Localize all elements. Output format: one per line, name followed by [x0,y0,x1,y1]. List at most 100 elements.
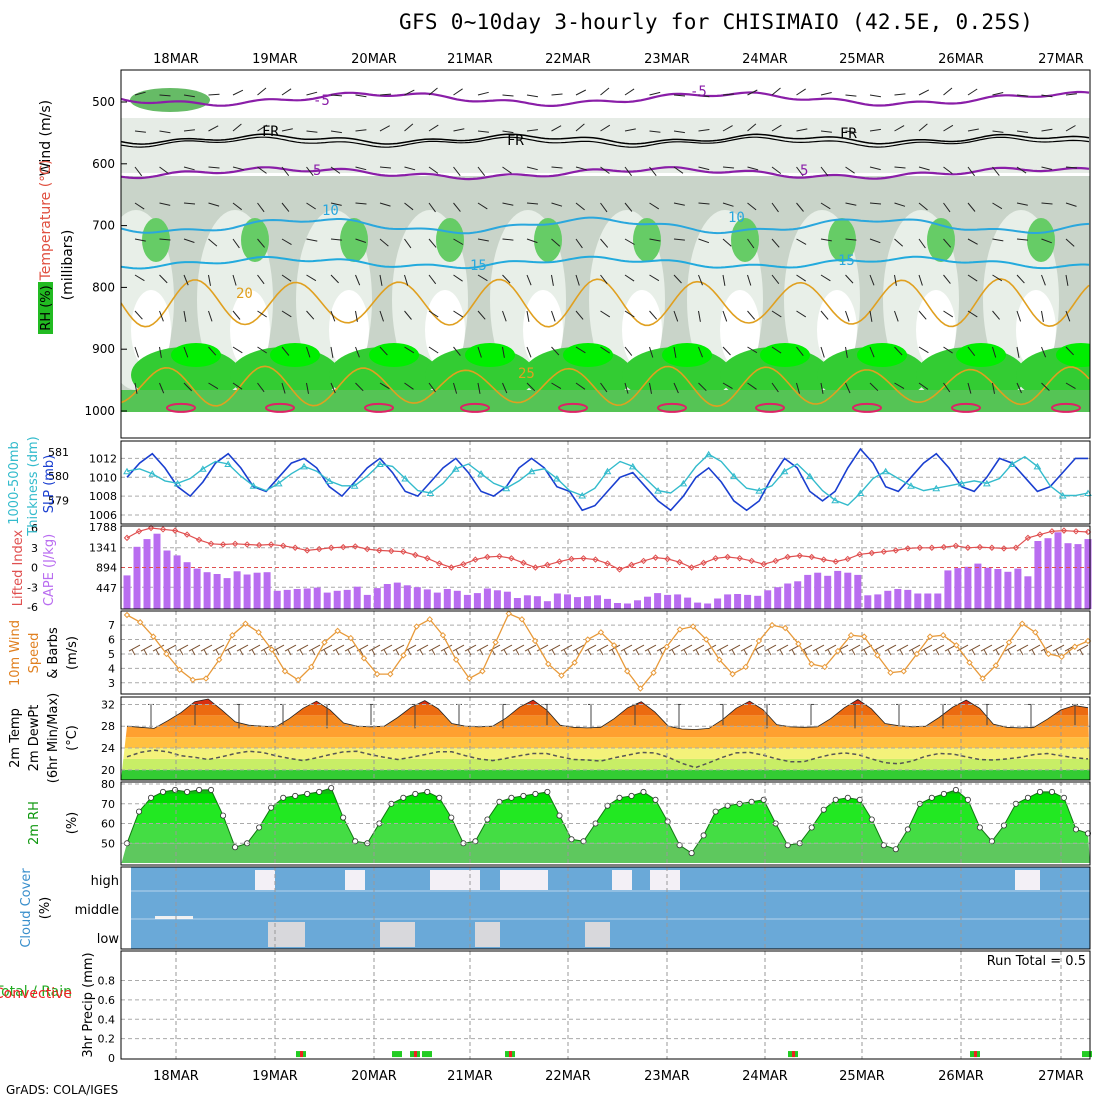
isotherm-label: 5 [800,163,808,179]
wind-tick-label: 5 [108,648,115,661]
isotherm-15 [121,255,1090,270]
upper-wind-barb [673,310,679,322]
cloud-panel-frame [120,866,1091,950]
upper-wind-barb [869,128,881,132]
upper-wind-barb [134,238,146,242]
upper-wind-barb [477,202,488,210]
rh-marker [1085,830,1092,837]
upper-wind-barb [1065,310,1071,322]
li-marker [279,542,287,549]
thickness-marker [957,479,966,487]
upper-wind-barb [232,382,243,390]
surface-wind-barb-feather [983,649,988,656]
upper-wind-barb [159,238,171,241]
upper-wind-barb [943,87,953,96]
precip-total-bar [1082,1051,1092,1058]
upper-wind-barb [649,274,660,282]
surface-wind-barb-feather [443,649,448,656]
isotherm-label: FR [840,126,857,142]
li-marker [1012,544,1020,551]
upper-wind-barb [771,124,782,132]
rh-marker [700,832,707,839]
surface-wind-barb-feather [851,649,856,656]
rh-surface-band [121,390,1090,412]
li-marker [748,557,755,565]
li-marker [856,551,863,558]
isotherm-10 [121,216,1090,235]
li-marker [688,564,695,571]
isotherm-label: 10 [728,210,745,226]
surface-wind-barb [692,644,705,652]
upper-wind-barb [355,166,367,171]
upper-wind-barb [428,202,436,213]
upper-wind-barb [208,382,219,390]
isotherm-label: FR [262,124,279,140]
thickness-marker [198,465,207,472]
isotherm-label: 20 [236,286,253,302]
axis-title-upper-rh: RH (%) [39,285,54,330]
cape-bar [393,582,401,609]
upper-wind-barb [698,274,703,286]
upper-wind-barb [404,346,415,354]
rh-panel-frame [120,781,1091,866]
rh-marker [280,794,287,801]
rh-marker [664,818,671,825]
wind-speed-marker [479,668,486,675]
upper-wind-barb [281,310,292,318]
cape-bar [864,595,872,609]
date-label-bottom: 21MAR [447,1069,493,1084]
wind-speed-marker [202,675,210,682]
wind-speed-marker [268,646,276,653]
rh-marker [208,786,215,793]
rh-marker [268,804,275,811]
rh-saturated-patch [171,343,221,367]
cape-bar [734,594,742,609]
upper-wind-barb [477,274,488,282]
li-marker [255,541,263,549]
surface-wind-barb-feather [287,649,292,656]
upper-wind-barb [281,128,293,132]
thickness-marker [451,465,460,472]
upper-wind-barb [820,274,831,282]
upper-wind-barb [208,238,218,247]
surface-wind-barb [872,644,885,652]
cape-bar [824,575,832,609]
rh-dry-lobe [1016,290,1056,370]
cape-bar [574,597,581,609]
thickness-marker [274,479,283,487]
rh-marker [472,838,479,845]
upper-wind-barb [428,310,439,318]
cape-bar [353,586,361,609]
upper-wind-barb [575,238,583,249]
upper-wind-barb [257,202,265,213]
wind-speed-marker [452,656,460,663]
wind-speed-marker [229,631,236,639]
cloud-low-block [380,922,415,947]
upper-wind-barb [771,382,779,393]
upper-wind-barb [1041,310,1044,322]
upper-wind-barb [894,93,906,96]
temp-color-band [121,699,1090,705]
cape-bar [624,603,631,609]
upper-wind-barb [306,274,317,282]
li-marker [424,555,431,562]
cloud-high-block [345,870,365,890]
cape-bar [804,574,812,609]
surface-wind-barb [992,644,1005,652]
upper-wind-barb [575,89,587,96]
surface-wind-barb [848,644,861,652]
upper-wind-barb [575,382,586,390]
date-label-bottom: 22MAR [545,1069,591,1084]
upper-wind-barb [183,202,196,205]
wind-speed-marker [689,623,697,630]
upper-wind-barb [208,274,211,286]
wind-speed-marker [755,637,763,645]
axis-title-upper-wind: Wind (m/s) [38,100,54,176]
cape-bar [443,589,451,609]
surface-wind-barb-feather [167,649,172,656]
li-marker [652,554,659,561]
upper-wind-barb [771,346,782,354]
thickness-line [126,453,1089,507]
li-marker [772,557,779,565]
li-marker [580,555,587,562]
